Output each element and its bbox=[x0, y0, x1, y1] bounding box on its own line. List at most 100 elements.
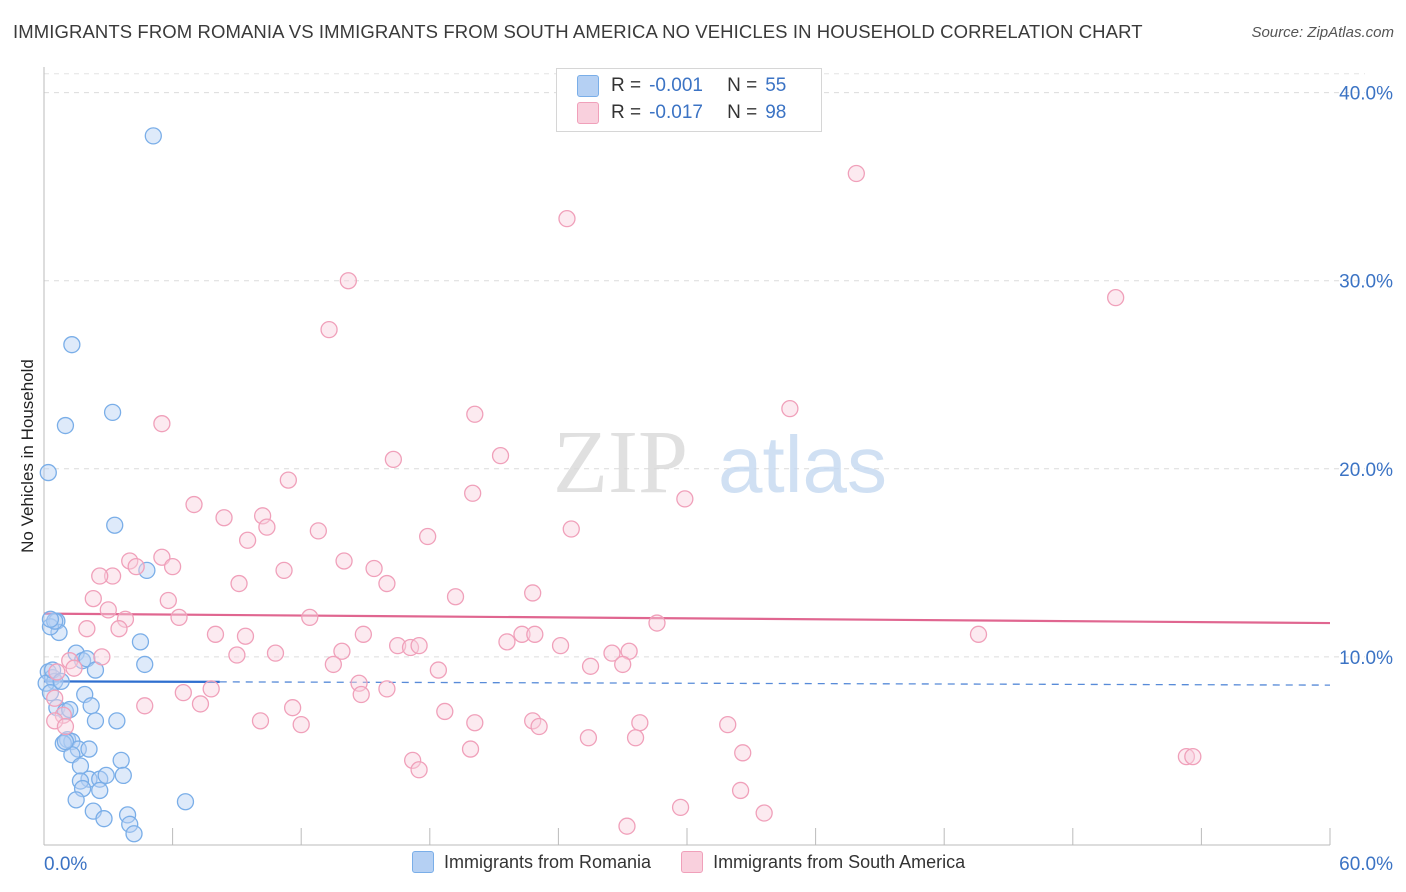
point-romania bbox=[138, 561, 156, 580]
point-south-america bbox=[191, 695, 210, 713]
point-south-america bbox=[206, 625, 225, 643]
point-south-america bbox=[1177, 747, 1196, 766]
n-label: N = bbox=[727, 102, 758, 123]
point-south-america bbox=[1184, 747, 1202, 766]
legend-item-romania[interactable]: Immigrants from Romania bbox=[412, 851, 651, 873]
trend-lines bbox=[43, 612, 1331, 686]
point-south-america bbox=[99, 601, 117, 619]
point-romania bbox=[91, 781, 109, 800]
point-south-america bbox=[253, 507, 272, 525]
y-tick-label: 40.0% bbox=[1339, 84, 1393, 105]
point-south-america bbox=[275, 561, 293, 580]
point-south-america bbox=[333, 642, 351, 660]
point-south-america bbox=[969, 625, 988, 643]
point-romania bbox=[136, 655, 154, 674]
point-south-america bbox=[631, 714, 649, 732]
romania-legend-icon bbox=[412, 851, 434, 873]
point-south-america bbox=[671, 798, 690, 817]
point-south-america bbox=[719, 715, 737, 734]
point-south-america bbox=[513, 625, 531, 643]
point-south-america bbox=[384, 450, 403, 469]
n-value: 98 bbox=[765, 102, 787, 123]
x-tick-label-min: 0.0% bbox=[44, 854, 87, 875]
bottom-legend: Immigrants from Romania Immigrants from … bbox=[412, 851, 965, 873]
point-south-america bbox=[581, 657, 600, 675]
point-south-america bbox=[78, 620, 96, 638]
point-south-america bbox=[648, 614, 666, 632]
point-romania bbox=[144, 127, 162, 145]
point-south-america bbox=[410, 636, 428, 655]
point-romania bbox=[131, 633, 150, 651]
stats-legend: R = -0.001 N = 55 R = -0.017 N = 98 bbox=[556, 68, 822, 132]
n-label: N = bbox=[727, 75, 758, 96]
point-south-america bbox=[320, 320, 338, 339]
point-south-america bbox=[251, 712, 270, 730]
point-south-america bbox=[603, 644, 621, 662]
point-south-america bbox=[464, 484, 482, 502]
point-south-america bbox=[236, 627, 255, 645]
point-south-america bbox=[526, 625, 544, 643]
point-south-america bbox=[185, 495, 203, 514]
point-south-america bbox=[339, 272, 358, 290]
y-tick-label: 20.0% bbox=[1339, 460, 1393, 481]
point-south-america bbox=[676, 490, 694, 508]
tick-labels: 10.0% 20.0% 30.0% 40.0% 0.0% 60.0% bbox=[44, 84, 1393, 875]
watermark-atlas: atlas bbox=[718, 420, 887, 509]
watermark: ZIP atlas bbox=[553, 413, 887, 512]
r-label: R = bbox=[611, 75, 642, 96]
stats-row-romania: R = -0.001 N = 55 bbox=[577, 73, 786, 99]
point-romania bbox=[63, 336, 81, 354]
south-america-swatch-icon bbox=[577, 102, 599, 124]
x-tick-label-max: 60.0% bbox=[1339, 854, 1393, 875]
point-south-america bbox=[352, 685, 370, 704]
point-south-america bbox=[136, 697, 154, 715]
point-south-america bbox=[354, 625, 373, 643]
point-south-america bbox=[558, 209, 576, 228]
south-america-legend-icon bbox=[681, 851, 704, 873]
point-south-america bbox=[847, 164, 865, 183]
point-romania bbox=[121, 815, 139, 833]
point-south-america bbox=[731, 781, 750, 800]
point-south-america bbox=[301, 608, 319, 627]
point-south-america bbox=[292, 715, 310, 734]
point-south-america bbox=[46, 689, 64, 707]
point-south-america bbox=[127, 557, 145, 576]
point-south-america bbox=[159, 591, 177, 610]
point-south-america bbox=[614, 655, 632, 674]
point-south-america bbox=[781, 399, 799, 418]
point-south-america bbox=[466, 405, 484, 423]
point-romania bbox=[114, 766, 132, 785]
point-south-america bbox=[404, 751, 422, 770]
legend-label-south-america: Immigrants from South America bbox=[713, 851, 966, 872]
point-south-america bbox=[436, 702, 454, 721]
legend-item-south-america[interactable]: Immigrants from South America bbox=[681, 851, 965, 873]
point-romania bbox=[50, 623, 68, 642]
point-south-america bbox=[65, 659, 83, 677]
point-south-america bbox=[410, 761, 428, 779]
point-south-america bbox=[755, 804, 773, 822]
r-label: R = bbox=[611, 102, 642, 123]
point-south-america bbox=[626, 729, 645, 747]
point-south-america bbox=[238, 531, 257, 549]
point-romania bbox=[52, 672, 70, 691]
point-south-america bbox=[170, 608, 188, 627]
point-south-america bbox=[530, 717, 548, 736]
chart-title: IMMIGRANTS FROM ROMANIA VS IMMIGRANTS FR… bbox=[13, 21, 1143, 42]
point-romania bbox=[125, 825, 143, 843]
point-south-america bbox=[1107, 288, 1125, 307]
point-romania bbox=[176, 793, 195, 811]
point-south-america bbox=[110, 620, 128, 638]
point-south-america bbox=[279, 471, 297, 489]
point-south-america bbox=[163, 557, 182, 576]
point-south-america bbox=[524, 584, 542, 602]
point-south-america bbox=[153, 415, 171, 433]
point-south-america bbox=[562, 520, 580, 538]
point-south-america bbox=[579, 729, 598, 747]
point-south-america bbox=[378, 574, 396, 593]
point-south-america bbox=[378, 680, 396, 698]
point-romania bbox=[108, 712, 126, 730]
r-value: -0.001 bbox=[649, 75, 703, 96]
n-value: 55 bbox=[765, 75, 787, 96]
point-south-america bbox=[116, 610, 135, 628]
